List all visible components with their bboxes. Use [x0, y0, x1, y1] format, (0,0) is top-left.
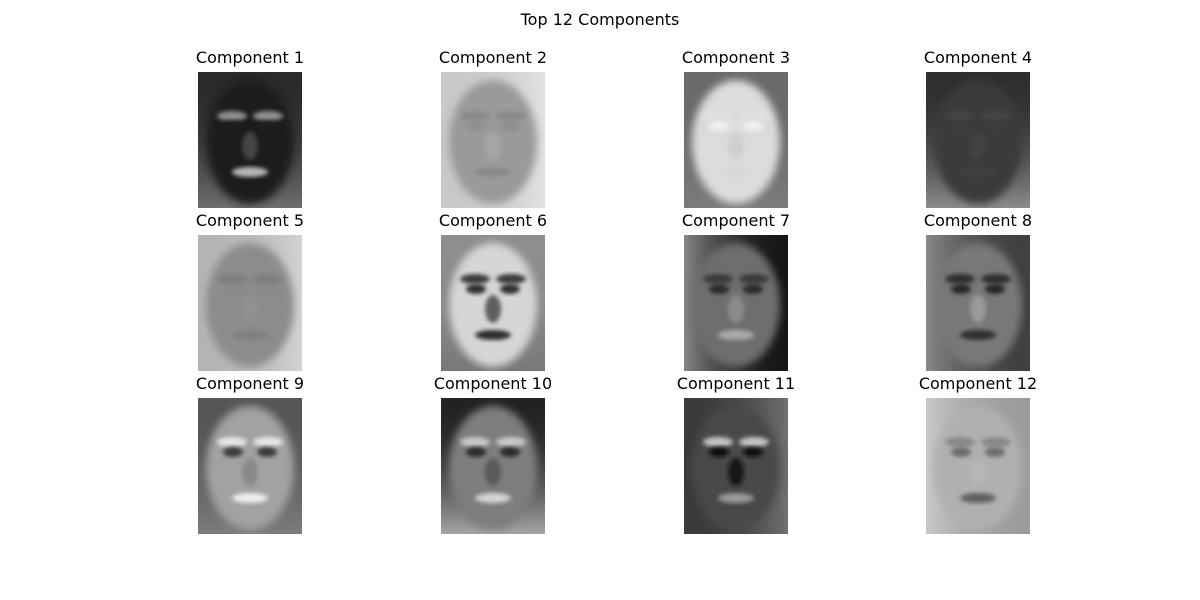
face-brow: [703, 274, 733, 284]
face-nose: [728, 458, 744, 486]
face-eye: [709, 121, 729, 131]
face-nose: [485, 295, 501, 323]
face-nose: [242, 295, 258, 323]
face-eye: [466, 447, 486, 457]
face-brow: [253, 111, 283, 121]
component-title: Component 8: [923, 211, 1033, 230]
face-brow: [945, 111, 975, 121]
face-brow: [217, 111, 247, 121]
face-eye: [743, 284, 763, 294]
face-brow: [739, 274, 769, 284]
face-eye: [500, 284, 520, 294]
face-eye: [500, 447, 520, 457]
face-eye: [985, 447, 1005, 457]
face-brow: [460, 111, 490, 121]
face-eye: [223, 284, 243, 294]
face-brow: [981, 274, 1011, 284]
face-mouth: [960, 167, 996, 177]
face-eye: [223, 121, 243, 131]
face-eye: [466, 121, 486, 131]
component-title: Component 7: [681, 211, 791, 230]
face-brow: [496, 111, 526, 121]
face-nose: [242, 132, 258, 160]
eigenface-image: [198, 72, 302, 208]
face-brow: [496, 437, 526, 447]
component-title: Component 3: [681, 48, 791, 67]
face-eye: [257, 447, 277, 457]
face-brow: [945, 437, 975, 447]
face-eye: [743, 447, 763, 457]
component-title: Component 5: [195, 211, 305, 230]
eigenface-image: [441, 72, 545, 208]
face-nose: [242, 458, 258, 486]
eigenface-image: [684, 72, 788, 208]
face-eye: [743, 121, 763, 131]
face-eye: [257, 284, 277, 294]
eigenface-image: [198, 398, 302, 534]
component-title: Component 10: [433, 374, 553, 393]
eigenface-image: [684, 398, 788, 534]
face-mouth: [718, 330, 754, 340]
face-nose: [728, 295, 744, 323]
face-brow: [496, 274, 526, 284]
face-brow: [460, 274, 490, 284]
face-mouth: [475, 493, 511, 503]
face-eye: [257, 121, 277, 131]
component-title: Component 6: [438, 211, 548, 230]
eigenface-image: [926, 72, 1030, 208]
face-mouth: [232, 493, 268, 503]
face-eye: [223, 447, 243, 457]
face-brow: [217, 274, 247, 284]
face-brow: [981, 437, 1011, 447]
face-brow: [945, 274, 975, 284]
face-brow: [739, 437, 769, 447]
face-mouth: [960, 493, 996, 503]
face-eye: [500, 121, 520, 131]
eigenface-image: [926, 235, 1030, 371]
face-mouth: [475, 167, 511, 177]
component-title: Component 9: [195, 374, 305, 393]
face-mouth: [718, 167, 754, 177]
component-title: Component 4: [923, 48, 1033, 67]
face-nose: [970, 295, 986, 323]
eigenface-image: [926, 398, 1030, 534]
face-nose: [728, 132, 744, 160]
face-brow: [703, 437, 733, 447]
face-mouth: [718, 493, 754, 503]
figure-title: Top 12 Components: [520, 10, 680, 29]
face-brow: [253, 437, 283, 447]
face-nose: [485, 132, 501, 160]
face-mouth: [960, 330, 996, 340]
eigenface-image: [198, 235, 302, 371]
face-eye: [709, 284, 729, 294]
face-eye: [466, 284, 486, 294]
component-title: Component 12: [918, 374, 1038, 393]
component-title: Component 11: [676, 374, 796, 393]
eigenface-image: [441, 398, 545, 534]
face-brow: [739, 111, 769, 121]
component-title: Component 2: [438, 48, 548, 67]
face-mouth: [475, 330, 511, 340]
face-eye: [709, 447, 729, 457]
face-eye: [951, 284, 971, 294]
face-mouth: [232, 167, 268, 177]
face-mouth: [232, 330, 268, 340]
face-brow: [981, 111, 1011, 121]
eigenface-image: [684, 235, 788, 371]
face-eye: [985, 121, 1005, 131]
face-brow: [217, 437, 247, 447]
face-brow: [703, 111, 733, 121]
component-title: Component 1: [195, 48, 305, 67]
face-nose: [970, 458, 986, 486]
face-brow: [253, 274, 283, 284]
face-nose: [970, 132, 986, 160]
face-brow: [460, 437, 490, 447]
face-eye: [951, 121, 971, 131]
eigenface-image: [441, 235, 545, 371]
face-nose: [485, 458, 501, 486]
face-eye: [985, 284, 1005, 294]
face-eye: [951, 447, 971, 457]
